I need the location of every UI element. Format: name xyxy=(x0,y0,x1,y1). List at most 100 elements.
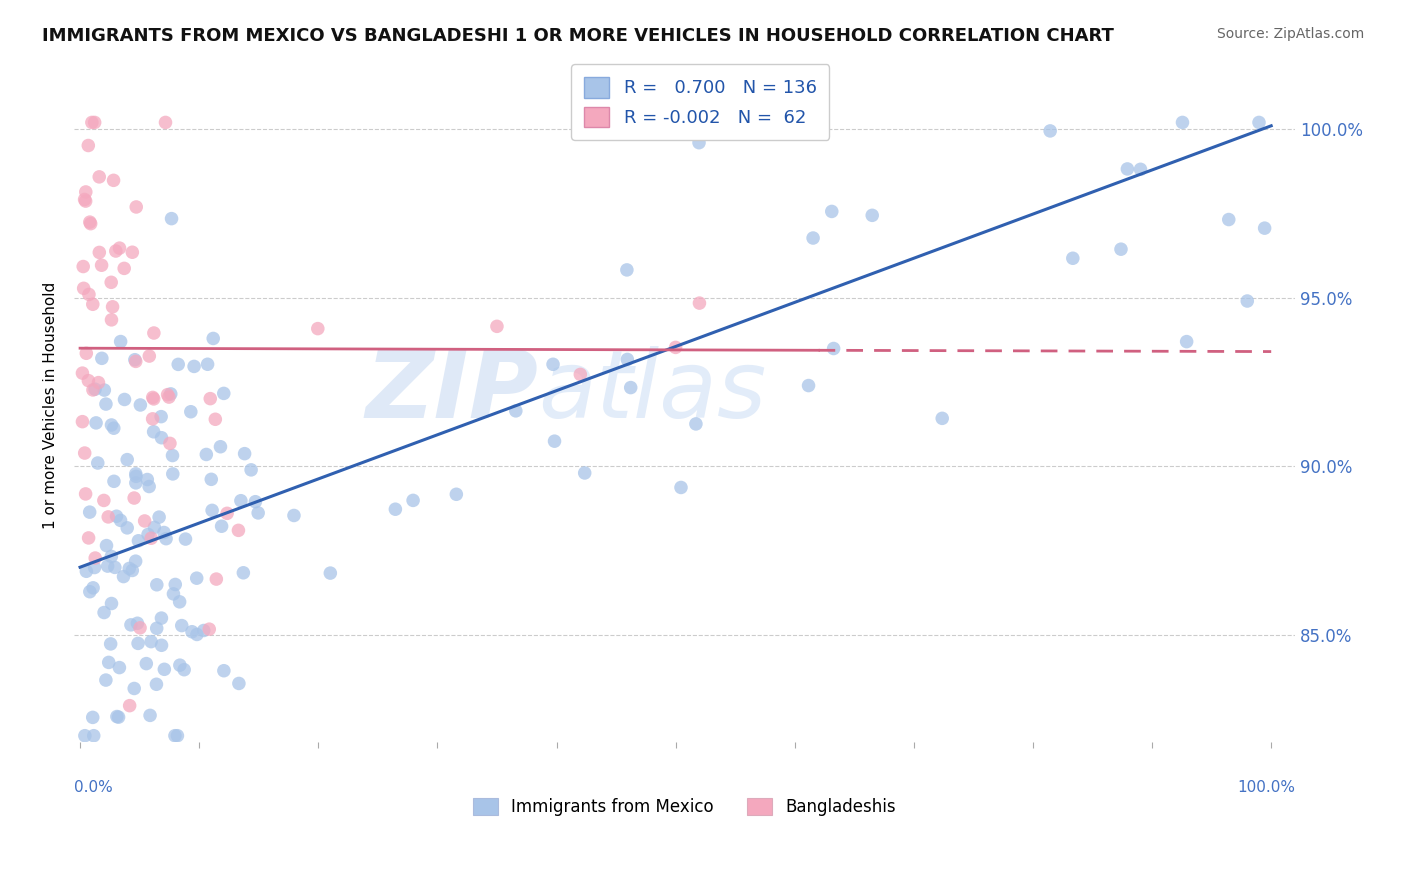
Point xyxy=(200,392,222,406)
Point xyxy=(209,440,232,454)
Point xyxy=(541,357,564,371)
Point xyxy=(1109,242,1132,256)
Point xyxy=(1218,212,1240,227)
Point xyxy=(136,473,159,487)
Point xyxy=(688,136,710,150)
Point xyxy=(127,533,149,548)
Point xyxy=(860,208,883,222)
Point xyxy=(104,244,127,258)
Text: atlas: atlas xyxy=(538,346,766,437)
Point xyxy=(73,193,96,207)
Point xyxy=(100,276,122,290)
Point xyxy=(75,346,97,360)
Point xyxy=(97,656,120,670)
Point xyxy=(107,710,129,724)
Point xyxy=(240,463,263,477)
Point xyxy=(823,342,845,356)
Point xyxy=(169,595,191,609)
Point xyxy=(129,398,152,412)
Point xyxy=(200,472,222,486)
Text: 0.0%: 0.0% xyxy=(75,780,112,795)
Point xyxy=(121,245,143,260)
Point xyxy=(217,506,239,520)
Point xyxy=(77,531,100,545)
Point xyxy=(115,521,138,535)
Point xyxy=(89,245,111,260)
Point xyxy=(205,572,228,586)
Point xyxy=(145,621,167,635)
Point xyxy=(157,390,180,404)
Point xyxy=(93,383,115,397)
Point xyxy=(232,566,254,580)
Point xyxy=(319,566,342,580)
Point xyxy=(174,532,197,546)
Point xyxy=(129,621,152,635)
Point xyxy=(155,115,177,129)
Point xyxy=(186,571,208,585)
Point xyxy=(283,508,305,523)
Point xyxy=(201,503,224,517)
Point xyxy=(1253,221,1275,235)
Text: IMMIGRANTS FROM MEXICO VS BANGLADESHI 1 OR MORE VEHICLES IN HOUSEHOLD CORRELATIO: IMMIGRANTS FROM MEXICO VS BANGLADESHI 1 … xyxy=(42,27,1114,45)
Point xyxy=(156,387,179,401)
Point xyxy=(72,415,94,429)
Point xyxy=(211,519,233,533)
Point xyxy=(162,587,184,601)
Point xyxy=(124,352,146,367)
Point xyxy=(145,677,167,691)
Point xyxy=(87,456,110,470)
Point xyxy=(150,611,173,625)
Point xyxy=(233,447,256,461)
Point xyxy=(112,569,135,583)
Point xyxy=(1171,115,1194,129)
Point xyxy=(163,729,186,743)
Point xyxy=(212,664,235,678)
Point xyxy=(198,622,221,636)
Point xyxy=(114,392,136,407)
Point xyxy=(79,217,101,231)
Point xyxy=(1129,162,1152,177)
Point xyxy=(135,657,157,671)
Point xyxy=(173,663,195,677)
Point xyxy=(93,493,115,508)
Point xyxy=(94,673,117,687)
Point xyxy=(122,491,145,505)
Point xyxy=(83,115,105,129)
Point xyxy=(84,416,107,430)
Point xyxy=(801,231,824,245)
Point xyxy=(170,618,193,632)
Point xyxy=(136,527,159,541)
Point xyxy=(90,258,112,272)
Point xyxy=(97,509,120,524)
Point xyxy=(118,698,141,713)
Point xyxy=(616,263,638,277)
Text: 100.0%: 100.0% xyxy=(1237,780,1295,795)
Point xyxy=(669,480,692,494)
Point xyxy=(103,475,125,489)
Point xyxy=(142,326,165,340)
Point xyxy=(103,173,125,187)
Point xyxy=(1175,334,1198,349)
Point xyxy=(115,452,138,467)
Point xyxy=(139,634,162,648)
Point xyxy=(134,514,156,528)
Point xyxy=(202,331,225,345)
Point xyxy=(485,319,508,334)
Point xyxy=(79,584,101,599)
Point xyxy=(616,352,638,367)
Point xyxy=(153,662,176,676)
Point xyxy=(108,241,131,255)
Point xyxy=(150,409,173,424)
Point xyxy=(103,421,125,435)
Point xyxy=(100,597,122,611)
Point xyxy=(821,204,844,219)
Point xyxy=(100,313,122,327)
Point xyxy=(1116,161,1139,176)
Point xyxy=(1062,252,1084,266)
Point xyxy=(142,412,165,426)
Y-axis label: 1 or more Vehicles in Household: 1 or more Vehicles in Household xyxy=(44,282,58,529)
Point xyxy=(931,411,953,425)
Point xyxy=(204,412,226,426)
Point xyxy=(384,502,406,516)
Point xyxy=(307,321,329,335)
